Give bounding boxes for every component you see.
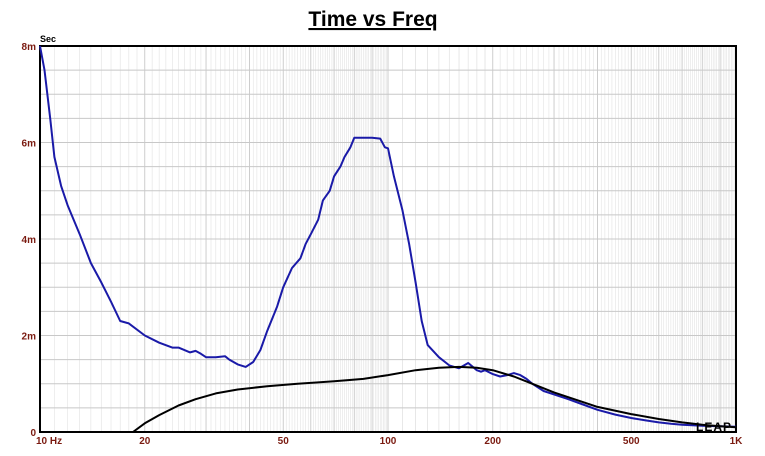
x-tick-label: 1K bbox=[730, 436, 744, 447]
series-line-2 bbox=[132, 365, 737, 433]
series-layer bbox=[39, 45, 737, 433]
leap-logo: LEAP bbox=[696, 420, 732, 434]
plot-frame bbox=[39, 45, 737, 433]
chart-title: Time vs Freq bbox=[308, 8, 437, 31]
x-tick-label: 20 bbox=[139, 436, 151, 447]
grid bbox=[40, 46, 736, 432]
x-tick-label: 10 Hz bbox=[36, 436, 62, 447]
tick-labels: 0 2m 4m 6m 8m 10 Hz 20 50 100 200 500 1K bbox=[22, 42, 744, 447]
y-tick-label: 4m bbox=[22, 235, 37, 246]
y-tick-label: 2m bbox=[22, 332, 37, 343]
x-tick-label: 200 bbox=[484, 436, 501, 447]
y-tick-label: 6m bbox=[22, 139, 37, 150]
x-tick-label: 50 bbox=[278, 436, 290, 447]
y-tick-label: 0 bbox=[30, 428, 36, 439]
series-line-1 bbox=[39, 45, 737, 428]
y-unit-label: Sec bbox=[40, 34, 56, 44]
y-tick-label: 8m bbox=[22, 42, 37, 53]
x-tick-label: 500 bbox=[623, 436, 640, 447]
x-tick-label: 100 bbox=[380, 436, 397, 447]
